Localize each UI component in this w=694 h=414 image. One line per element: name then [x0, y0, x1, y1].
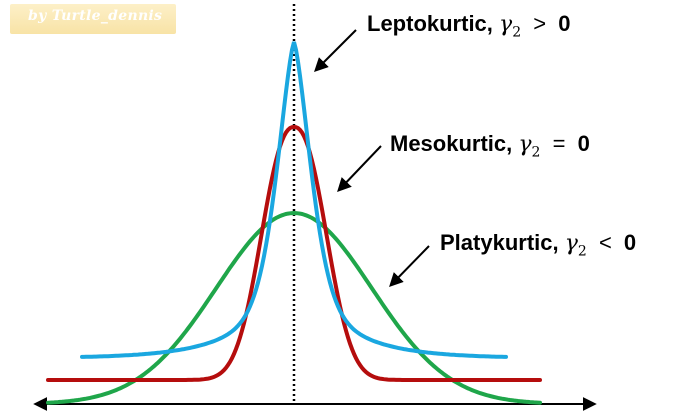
platykurtic-pointer-arrow	[389, 245, 430, 288]
leptokurtic-label: Leptokurtic, γ2 > 0	[367, 11, 570, 40]
leptokurtic-curve	[80, 41, 508, 359]
mesokurtic-pointer-arrow	[337, 145, 382, 193]
mesokurtic-subscript: 2	[531, 144, 541, 161]
leptokurtic-subscript: 2	[512, 24, 522, 41]
platykurtic-curve	[46, 210, 542, 405]
leptokurtic-relation: >	[533, 11, 547, 36]
platykurtic-value: 0	[623, 230, 637, 255]
platykurtic-relation: <	[598, 230, 612, 255]
mesokurtic-name: Mesokurtic,	[390, 131, 513, 156]
platykurtic-subscript: 2	[577, 243, 587, 260]
leptokurtic-symbol: γ	[499, 12, 513, 37]
mesokurtic-symbol: γ	[518, 132, 532, 157]
leptokurtic-name: Leptokurtic,	[367, 11, 493, 36]
watermark-text: by Turtle_dennis	[28, 8, 163, 24]
watermark-badge	[10, 4, 176, 34]
platykurtic-symbol: γ	[564, 231, 578, 256]
leptokurtic-pointer-arrow	[314, 29, 357, 72]
platykurtic-name: Platykurtic,	[440, 230, 559, 255]
mesokurtic-value: 0	[577, 131, 590, 156]
mesokurtic-label: Mesokurtic, γ2 = 0	[390, 131, 590, 160]
platykurtic-label: Platykurtic, γ2 < 0	[440, 230, 636, 259]
leptokurtic-value: 0	[558, 11, 571, 36]
mesokurtic-relation: =	[552, 131, 566, 156]
mesokurtic-curve	[46, 124, 542, 382]
